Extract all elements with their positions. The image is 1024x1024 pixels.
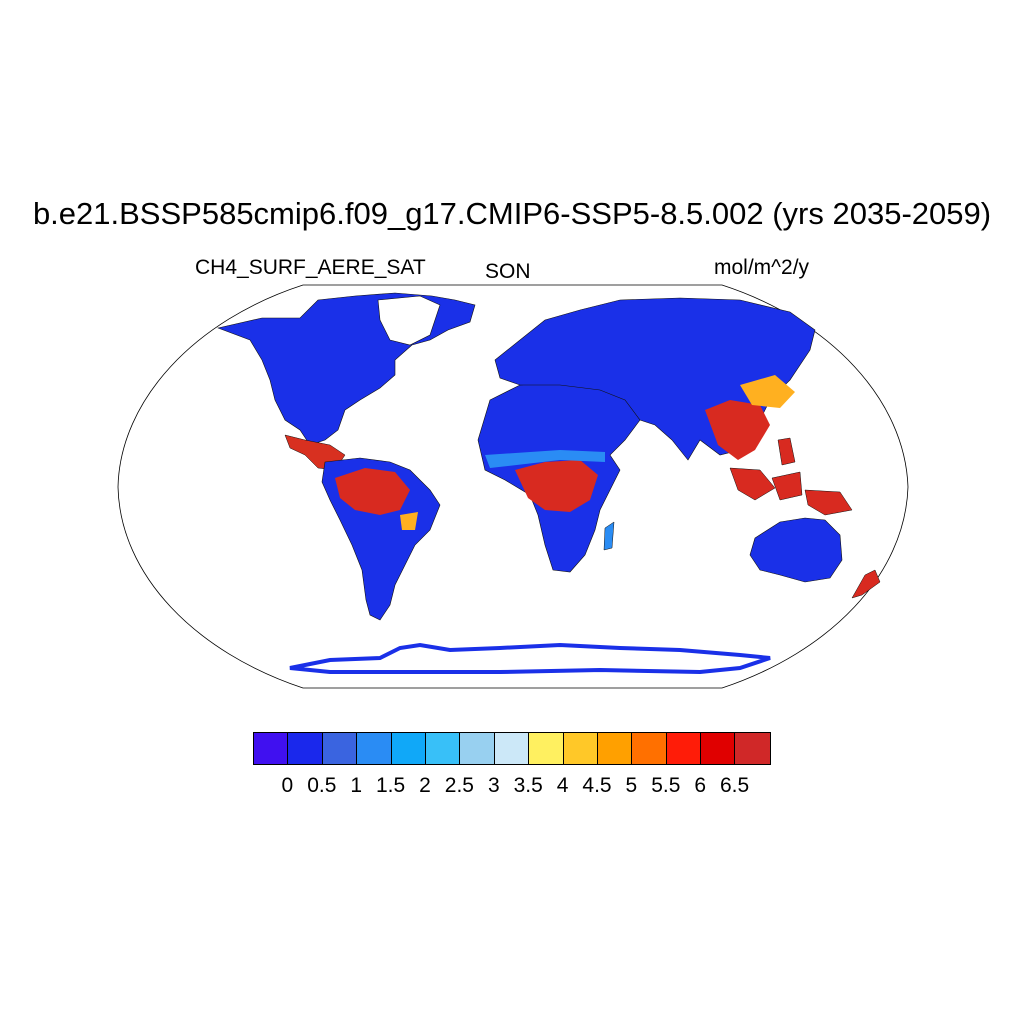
colorbar-box bbox=[735, 733, 770, 764]
colorbar-box bbox=[460, 733, 495, 764]
colorbar-tick-label: 2 bbox=[419, 774, 431, 797]
colorbar-box bbox=[494, 733, 530, 764]
units-label: mol/m^2/y bbox=[714, 256, 810, 279]
variable-label: CH4_SURF_AERE_SAT bbox=[195, 256, 426, 279]
china-mid bbox=[740, 375, 795, 408]
australia bbox=[749, 517, 843, 583]
colorbar-box bbox=[597, 733, 633, 764]
map-frame bbox=[117, 284, 909, 689]
sahel-mid bbox=[485, 450, 605, 468]
colorbar-tick-label: 5.5 bbox=[651, 774, 681, 797]
amazon-high bbox=[335, 468, 410, 515]
new-zealand bbox=[851, 569, 881, 599]
congo-high bbox=[515, 460, 598, 512]
new-guinea bbox=[804, 489, 853, 516]
greenland bbox=[377, 295, 441, 346]
colorbar-tick-label: 1 bbox=[350, 774, 363, 797]
colorbar-box bbox=[288, 733, 323, 764]
se-asia-high bbox=[705, 400, 770, 460]
colorbar-box bbox=[425, 733, 461, 764]
colorbar-tick-label: 4 bbox=[556, 774, 569, 797]
colorbar-tick-label: 5 bbox=[625, 774, 638, 797]
colorbar-tick-label: 1.5 bbox=[375, 774, 406, 797]
antarctica bbox=[289, 642, 771, 675]
colorbar-box bbox=[322, 733, 358, 764]
colorbar-tick-label: 6.5 bbox=[719, 774, 750, 797]
colorbar-tick-label: 3 bbox=[487, 774, 500, 797]
colorbar-box bbox=[529, 733, 564, 764]
colorbar-tick-label: 3.5 bbox=[513, 774, 543, 797]
colorbar-box bbox=[632, 733, 667, 764]
madagascar bbox=[603, 521, 615, 551]
colorbar bbox=[253, 732, 771, 765]
colorbar-tick-label: 2.5 bbox=[444, 774, 474, 797]
colorbar-box bbox=[254, 733, 289, 764]
season-label: SON bbox=[485, 260, 531, 283]
colorbar-tick-label: 0.5 bbox=[307, 774, 337, 797]
colorbar-tick-label: 0 bbox=[281, 774, 294, 797]
colorbar-box bbox=[666, 733, 702, 764]
colorbar-box bbox=[701, 733, 736, 764]
colorbar-tick-label: 4.5 bbox=[582, 774, 612, 797]
colorbar-box bbox=[563, 733, 598, 764]
indonesia-1 bbox=[729, 467, 776, 501]
colorbar-box bbox=[391, 733, 426, 764]
colorbar-tick-label: 6 bbox=[694, 774, 707, 797]
philippines bbox=[777, 437, 796, 466]
indonesia-2 bbox=[771, 471, 803, 501]
amazon-mid bbox=[400, 512, 418, 530]
colorbar-labels: 0 0.5 1 1.5 2 2.5 3 3.5 4 4.5 5 5.5 6 6.5 bbox=[0, 774, 1024, 804]
colorbar-box bbox=[357, 733, 392, 764]
plot-title: b.e21.BSSP585cmip6.f09_g17.CMIP6-SSP5-8.… bbox=[32, 196, 992, 231]
